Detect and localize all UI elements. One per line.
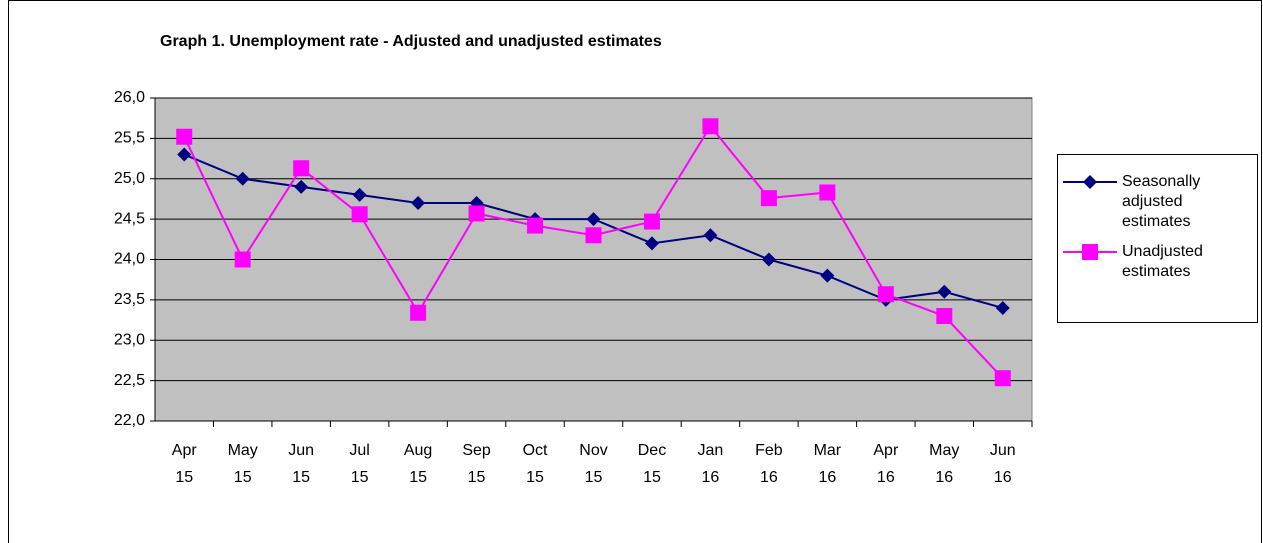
y-tick-label: 22,0 — [114, 412, 145, 429]
legend-marker — [1082, 244, 1098, 260]
y-tick-label: 23,0 — [114, 331, 145, 348]
legend-marker — [1083, 175, 1097, 189]
x-tick-label: May 16 — [929, 442, 959, 486]
x-tick-label: Feb 16 — [755, 442, 783, 486]
y-tick-label: 24,0 — [114, 251, 145, 268]
x-tick-label: Mar 16 — [814, 442, 842, 486]
marker — [937, 284, 952, 299]
x-tick-label: Jan 16 — [698, 442, 724, 486]
x-tick-label: Jul 15 — [349, 442, 369, 486]
marker — [995, 300, 1010, 315]
marker — [994, 370, 1011, 387]
marker — [702, 118, 719, 135]
legend-label: Unadjusted estimates — [1122, 243, 1203, 280]
marker — [411, 195, 426, 210]
marker — [410, 304, 427, 321]
x-tick-label: Jun 15 — [288, 442, 314, 486]
y-tick-label: 25,0 — [114, 170, 145, 187]
marker — [644, 236, 659, 251]
marker — [761, 252, 776, 267]
marker — [936, 308, 953, 325]
marker — [177, 147, 192, 162]
x-tick-label: Oct 15 — [523, 442, 548, 486]
marker — [877, 286, 894, 303]
marker — [352, 187, 367, 202]
x-tick-label: Apr 15 — [172, 442, 198, 486]
x-tick-label: Jun 16 — [990, 442, 1016, 486]
marker — [235, 171, 250, 186]
chart-title: Graph 1. Unemployment rate - Adjusted an… — [160, 33, 662, 50]
legend-label: Seasonally adjusted estimates — [1122, 173, 1200, 230]
marker — [760, 190, 777, 207]
marker — [293, 160, 310, 177]
y-tick-label: 23,5 — [114, 291, 145, 308]
marker — [643, 213, 660, 230]
marker — [468, 205, 485, 222]
x-tick-label: May 15 — [228, 442, 258, 486]
x-tick-label: Dec 15 — [638, 442, 666, 486]
x-tick-label: Nov 15 — [579, 442, 607, 486]
marker — [819, 184, 836, 201]
x-tick-label: Apr 16 — [873, 442, 899, 486]
x-tick-label: Aug 15 — [404, 442, 432, 486]
y-tick-label: 24,5 — [114, 210, 145, 227]
marker — [351, 206, 368, 223]
marker — [294, 179, 309, 194]
marker — [586, 212, 601, 227]
y-tick-label: 26,0 — [114, 89, 145, 106]
marker — [527, 217, 544, 234]
marker — [820, 268, 835, 283]
marker — [234, 251, 251, 268]
marker — [585, 227, 602, 244]
marker — [703, 228, 718, 243]
y-tick-label: 22,5 — [114, 372, 145, 389]
marker — [176, 128, 193, 145]
y-tick-label: 25,5 — [114, 130, 145, 147]
x-tick-label: Sep 15 — [462, 442, 491, 486]
